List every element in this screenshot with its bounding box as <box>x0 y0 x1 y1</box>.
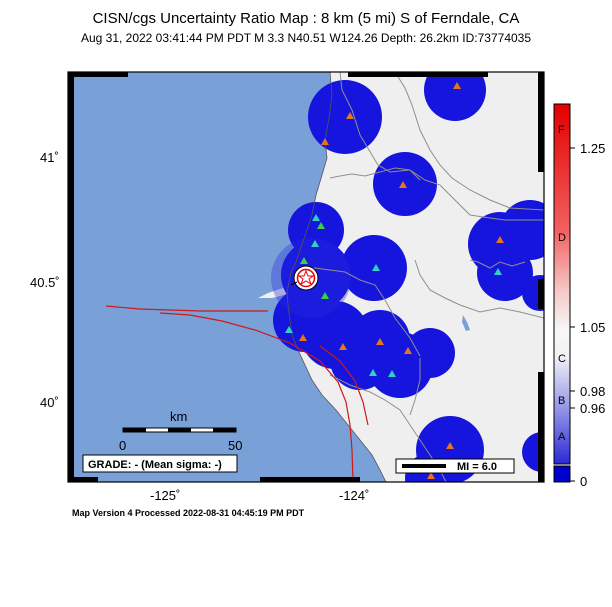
station-marker <box>299 334 307 341</box>
map-subtitle: Aug 31, 2022 03:41:44 PM PDT M 3.3 N40.5… <box>80 31 532 45</box>
colorbar-value: 1.25 <box>580 141 605 156</box>
station-marker <box>321 138 329 145</box>
grade-letter: C <box>558 353 566 365</box>
grade-box <box>82 454 238 473</box>
grade-letter: F <box>558 124 565 136</box>
colorbar-value: 1.05 <box>580 320 605 335</box>
station-marker <box>372 264 380 271</box>
station-marker <box>404 347 412 354</box>
scale-start: 0 <box>119 438 126 453</box>
mi-line <box>402 464 446 468</box>
grade-letter: A <box>558 431 566 443</box>
scale-title: km <box>170 409 187 424</box>
scale-bar: km 0 50 <box>119 409 242 453</box>
lat-label: 40˚ <box>40 395 59 410</box>
frame-ticks <box>68 72 544 482</box>
stations <box>285 82 504 479</box>
lat-label: 41˚ <box>40 150 59 165</box>
spit <box>258 288 288 298</box>
station-marker <box>427 472 435 479</box>
station-marker <box>285 326 293 333</box>
map-title: CISN/cgs Uncertainty Ratio Map : 8 km (5… <box>92 10 520 27</box>
lake <box>462 315 470 331</box>
map-footer: Map Version 4 Processed 2022-08-31 04:45… <box>72 508 305 518</box>
station-marker <box>311 240 319 247</box>
mi-box <box>395 458 515 474</box>
coastline <box>286 72 387 482</box>
frame-left-bar <box>68 72 74 482</box>
lon-label: -124˚ <box>339 488 369 503</box>
station-marker <box>312 214 320 221</box>
station-marker <box>317 222 325 229</box>
map-area[interactable] <box>68 59 562 503</box>
colorbar: 1.25 1.05 0.98 0.96 0 F D C B A <box>553 103 605 489</box>
station-marker <box>376 338 384 345</box>
lon-label: -125˚ <box>150 488 180 503</box>
station-marker <box>494 268 502 275</box>
station-marker <box>399 181 407 188</box>
faults <box>105 305 369 482</box>
grade-letter: D <box>558 232 566 244</box>
station-marker <box>321 292 329 299</box>
grade-letter: B <box>558 395 565 407</box>
colorbar-value: 0.98 <box>580 384 605 399</box>
county-borders <box>299 72 544 482</box>
station-marker <box>446 442 454 449</box>
station-marker <box>339 343 347 350</box>
station-marker <box>388 370 396 377</box>
scale-end: 50 <box>228 438 242 453</box>
station-marker <box>369 369 377 376</box>
colorbar-value: 0 <box>580 474 587 489</box>
colorbar-value: 0.96 <box>580 401 605 416</box>
station-marker <box>346 112 354 119</box>
station-marker <box>453 82 461 89</box>
station-marker <box>300 257 308 264</box>
epicenter-star-icon[interactable] <box>290 265 319 291</box>
mi-label: MI = 6.0 <box>457 461 497 473</box>
lat-label: 40.5˚ <box>30 275 60 290</box>
grade-label: GRADE: - (Mean sigma: -) <box>88 459 222 471</box>
station-marker <box>496 236 504 243</box>
